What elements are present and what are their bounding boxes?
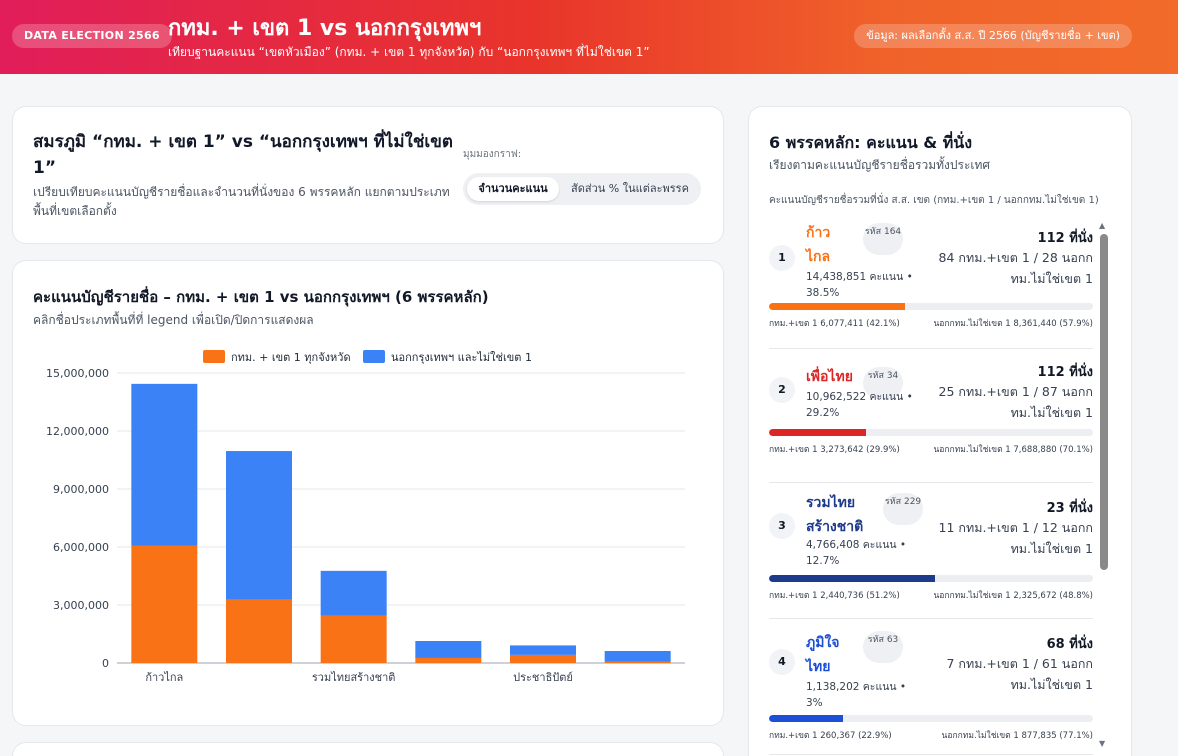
share-bar-fill [769,715,844,722]
page-header: DATA ELECTION 2566 กทม. + เขต 1 vs นอกกร… [0,0,1178,74]
bar-urban [320,615,387,663]
y-tick-label: 15,000,000 [46,367,109,380]
stacked-bar-chart: 0 3,000,000 6,000,000 9,000,000 12,000,000 15… [46,350,685,684]
party-summary-panel: 6 พรรคหลัก: คะแนน & ที่นั่ง เรียงตามคะแน… [748,106,1132,756]
percent-view-button[interactable]: สัดส่วน % ในแต่ละพรรค [571,182,689,195]
row-divider [769,754,1093,755]
rank-badge: 2 [769,377,795,403]
intro-title: สมรภูมิ “กทม. + เขต 1” vs “นอกกรุงเทพฯ ท… [33,132,453,178]
bar-urban [131,545,198,663]
party-row[interactable]: 1 ก้าวไกล รหัส 164 14,438,851 คะแนน • 38.5%… [769,213,1093,349]
y-tick-label: 3,000,000 [53,599,109,612]
panel-subtitle: เรียงตามคะแนนบัญชีรายชื่อรวมทั้งประเทศ [769,158,991,172]
party-code-badge: รหัส 229 [883,493,923,525]
party-seats: 23 ที่นั่ง [1046,501,1093,516]
bar-rural [320,570,387,616]
intro-card: สมรภูมิ “กทม. + เขต 1” vs “นอกกรุงเทพฯ ท… [12,106,724,244]
intro-description: เปรียบเทียบคะแนนบัญชีรายชื่อและจำนวนที่น… [33,185,450,218]
chart-subtitle: คลิกชื่อประเภทพื้นที่ที่ legend เพื่อเปิ… [33,313,314,327]
party-votes: 10,962,522 คะแนน • 29.2% [806,391,913,419]
chart-title: คะแนนบัญชีรายชื่อ – กทม. + เขต 1 vs นอกก… [33,288,489,306]
votes-view-button[interactable]: จำนวนคะแนน [467,177,559,201]
bar-rural [510,645,576,655]
share-bar [769,575,1093,582]
share-bar-fill [769,575,935,582]
party-row[interactable]: 4 ภูมิใจไทย รหัส 63 1,138,202 คะแนน • 3% 68 … [769,619,1093,755]
data-source-badge: ข้อมูล: ผลเลือกตั้ง ส.ส. ปี 2566 (บัญชีร… [854,24,1132,48]
party-votes: 14,438,851 คะแนน • 38.5% [806,271,913,299]
rank-badge: 4 [769,649,795,675]
bar-urban [415,657,482,663]
party-name: ก้าวไกล [806,225,831,265]
next-card [12,742,724,756]
party-name: ภูมิใจไทย [806,635,840,675]
party-code-badge: รหัส 164 [863,223,903,255]
party-seat-split: 25 กทม.+เขต 1 / 87 นอกกทม.ไม่ใช่เขต 1 [938,384,1093,420]
scroll-up-arrow-icon[interactable]: ▲ [1099,221,1106,230]
page-subtitle: เทียบฐานคะแนน “เขตหัวเมือง” (กทม. + เขต … [168,45,650,59]
y-tick-label: 9,000,000 [53,483,109,496]
rural-votes-caption: นอกกทม.ไม่ใช่เขต 1 7,688,880 (70.1%) [933,445,1093,455]
party-votes: 1,138,202 คะแนน • 3% [806,681,907,709]
bar-rural [415,640,482,658]
urban-votes-caption: กทม.+เขต 1 6,077,411 (42.1%) [769,319,900,329]
row-divider [769,482,1093,483]
y-tick-label: 12,000,000 [46,425,109,438]
x-tick-label: ประชาธิปัตย์ [513,671,573,684]
party-row[interactable]: 2 เพื่อไทย รหัส 34 10,962,522 คะแนน • 29.2%… [769,347,1093,483]
page-title: กทม. + เขต 1 vs นอกกรุงเทพฯ [168,16,482,41]
party-name: เพื่อไทย [806,369,853,385]
urban-votes-caption: กทม.+เขต 1 3,273,642 (29.9%) [769,445,900,455]
panel-note: คะแนนบัญชีรายชื่อรวมที่นั่ง ส.ส. เขต (กท… [769,195,1099,206]
legend-label: กทม. + เขต 1 ทุกจังหวัด [231,351,351,364]
y-tick-label: 0 [102,657,109,670]
x-tick-label: รวมไทยสร้างชาติ [312,671,396,684]
party-votes: 4,766,408 คะแนน • 12.7% [806,539,907,567]
share-bar [769,715,1093,722]
party-seat-split: 7 กทม.+เขต 1 / 61 นอกกทม.ไม่ใช่เขต 1 [946,656,1093,692]
party-code-badge: รหัส 34 [863,367,903,399]
scrollbar[interactable]: ▲ ▼ [1099,221,1109,751]
election-badge: DATA ELECTION 2566 [12,24,172,48]
scrollbar-thumb[interactable] [1100,234,1108,570]
share-bar [769,429,1093,436]
urban-votes-caption: กทม.+เขต 1 260,367 (22.9%) [769,731,892,741]
bar-urban [510,654,576,663]
party-name: รวมไทยสร้างชาติ [806,495,864,535]
view-mode-toggle: จำนวนคะแนน สัดส่วน % ในแต่ละพรรค [463,173,701,205]
row-divider [769,618,1093,619]
share-bar [769,303,1093,310]
rural-votes-caption: นอกกทม.ไม่ใช่เขต 1 2,325,672 (48.8%) [933,591,1093,601]
x-tick-label: ก้าวไกล [145,671,183,684]
bar-rural [604,651,671,662]
bar-rural [131,383,198,546]
party-seats: 68 ที่นั่ง [1046,637,1093,652]
rural-votes-caption: นอกกทม.ไม่ใช่เขต 1 877,835 (77.1%) [941,731,1093,741]
bar-urban [226,599,292,663]
row-divider [769,348,1093,349]
scroll-down-arrow-icon[interactable]: ▼ [1099,739,1106,748]
party-code-badge: รหัส 63 [863,631,903,663]
legend-swatch [363,350,385,363]
rank-badge: 1 [769,245,795,271]
party-seat-split: 11 กทม.+เขต 1 / 12 นอกกทม.ไม่ใช่เขต 1 [938,520,1093,556]
legend-swatch [203,350,225,363]
share-bar-fill [769,303,906,310]
rural-votes-caption: นอกกทม.ไม่ใช่เขต 1 8,361,440 (57.9%) [933,319,1093,329]
party-seat-split: 84 กทม.+เขต 1 / 28 นอกกทม.ไม่ใช่เขต 1 [938,250,1093,286]
rank-badge: 3 [769,513,795,539]
party-seats: 112 ที่นั่ง [1037,365,1093,380]
y-tick-label: 6,000,000 [53,541,109,554]
chart-card: คะแนนบัญชีรายชื่อ – กทม. + เขต 1 vs นอกก… [12,260,724,726]
view-mode-label: มุมมองกราฟ: [463,149,522,160]
legend-label: นอกกรุงเทพฯ และไม่ใช่เขต 1 [391,351,532,364]
party-row[interactable]: 3 รวมไทยสร้างชาติ รหัส 229 4,766,408 คะแนน … [769,483,1093,619]
urban-votes-caption: กทม.+เขต 1 2,440,736 (51.2%) [769,591,900,601]
share-bar-fill [769,429,866,436]
bar-rural [226,451,292,600]
bar-urban [604,661,671,663]
panel-title: 6 พรรคหลัก: คะแนน & ที่นั่ง [769,133,973,152]
party-seats: 112 ที่นั่ง [1037,231,1093,246]
